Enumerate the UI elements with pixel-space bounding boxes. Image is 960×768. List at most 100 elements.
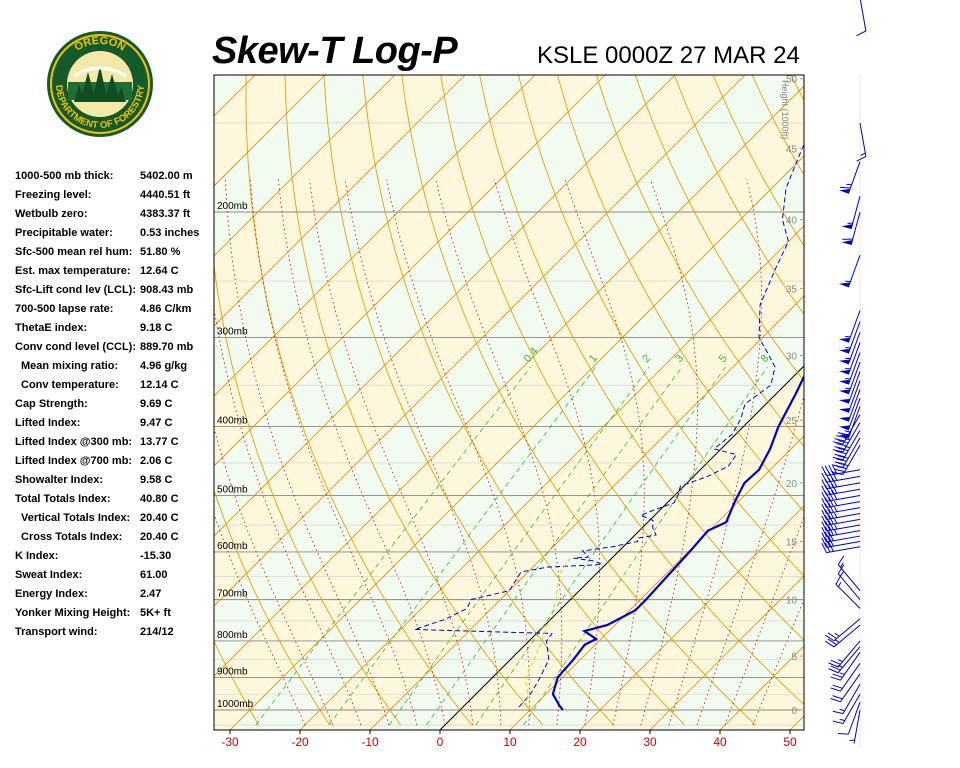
wind-barb-flag: [838, 389, 851, 395]
index-value: 5K+ ft: [140, 607, 171, 619]
dry-adiabat-line: [214, 488, 331, 726]
index-row: Lifted Index @300 mb: 13.77 C: [15, 434, 215, 453]
wind-barb: [837, 555, 861, 591]
wind-barb: [838, 380, 861, 413]
wind-barb-shaft: [850, 211, 861, 245]
index-value: 12.14 C: [140, 379, 179, 391]
wind-barb: [821, 541, 861, 554]
logo-text-top: OREGON: [73, 35, 128, 54]
dry-adiabat-line: [866, 0, 960, 725]
index-label: Conv temperature:: [21, 379, 119, 391]
dry-adiabat-line: [634, 75, 804, 382]
wind-barb-flag: [838, 416, 851, 422]
index-value: 40.80 C: [140, 493, 179, 505]
pressure-label: 1000mb: [217, 699, 254, 710]
isotherm-line: [860, 75, 960, 730]
moist-adiabat-line: [752, 598, 804, 726]
wind-barb-feather: [828, 514, 834, 525]
index-value: 9.58 C: [140, 474, 173, 486]
wind-barb-feather: [821, 504, 827, 514]
wind-barb-shaft: [847, 397, 861, 431]
mixing-ratio-line: [328, 366, 597, 726]
dry-adiabat-line: [939, 0, 960, 725]
wind-barb-flag: [838, 425, 851, 431]
wind-barb-feather: [836, 465, 847, 470]
wind-barb: [830, 673, 861, 703]
wind-barb: [830, 652, 861, 681]
index-row: Cap Strength: 9.69 C: [15, 396, 215, 415]
index-row: Wetbulb zero: 4383.37 ft: [15, 206, 215, 225]
wind-barb: [821, 531, 861, 543]
wind-barb-flag: [838, 359, 851, 365]
wind-barb: [835, 574, 861, 609]
wind-barb-feather: [821, 515, 827, 526]
wind-barb-feather: [839, 186, 851, 189]
wind-barb-half-feather: [844, 430, 851, 433]
wind-barb: [838, 332, 861, 365]
index-label: Transport wind:: [15, 626, 98, 638]
index-value: 4440.51 ft: [140, 189, 191, 201]
mixing-ratio-line: [388, 366, 650, 726]
index-row: Sweat Index: 61.00: [15, 567, 215, 586]
logo-tree-icon: [116, 86, 126, 102]
wind-barb-shaft: [826, 535, 861, 543]
wind-barb: [821, 483, 861, 496]
index-label: Freezing level:: [15, 189, 92, 201]
wind-barb-feather: [824, 537, 831, 547]
wind-barb-shaft: [847, 380, 861, 413]
wind-barb-feather: [836, 458, 847, 462]
wind-barb-half-feather: [834, 518, 838, 524]
index-label: Sfc-500 mean rel hum:: [15, 246, 133, 258]
index-value: 12.64 C: [140, 265, 179, 277]
moist-adiabat-line: [435, 179, 563, 726]
wind-barb-feather: [828, 662, 839, 668]
thermo-grid: [214, 0, 960, 730]
wind-barb-feather: [824, 531, 831, 542]
wind-barb-half-feather: [834, 529, 838, 535]
height-tick-label: 20: [786, 479, 798, 490]
wind-barb-feather: [824, 485, 831, 495]
index-label: Cap Strength:: [15, 398, 88, 410]
wind-barb-half-feather: [860, 152, 866, 156]
index-row: Vertical Totals Index: 20.40 C: [15, 510, 215, 529]
index-row: Showalter Index: 9.58 C: [15, 472, 215, 491]
isotherm-line: [214, 75, 326, 187]
logo-cloud: [73, 66, 127, 78]
wind-barb-shaft: [826, 513, 861, 520]
index-label: Conv cond level (CCL):: [15, 341, 137, 353]
wind-barb: [838, 362, 861, 395]
logo-tree-icon: [104, 74, 120, 102]
index-label: Wetbulb zero:: [15, 208, 88, 220]
wind-barb-half-feather: [834, 506, 838, 512]
index-value: 9.47 C: [140, 417, 173, 429]
index-value: 9.69 C: [140, 398, 173, 410]
height-tick-label: 5: [791, 652, 797, 663]
index-value: 214/12: [140, 626, 174, 638]
index-row: Energy Index: 2.47: [15, 586, 215, 605]
wind-barb: [821, 508, 861, 520]
wind-barb-feather: [821, 521, 827, 532]
wind-barb-feather: [824, 520, 831, 531]
wind-barb-feather: [828, 525, 834, 536]
index-row: Freezing level: 4440.51 ft: [15, 187, 215, 206]
pressure-label: 500mb: [217, 485, 248, 496]
index-value: 51.80 %: [140, 246, 181, 258]
x-tick-label: 20: [573, 735, 587, 749]
wind-barb-shaft: [840, 663, 861, 692]
index-label: 1000-500 mb thick:: [15, 170, 114, 182]
wind-barb-shaft: [847, 161, 861, 194]
wind-barb-feather: [824, 491, 831, 502]
indices-table: 1000-500 mb thick: 5402.00 m Freezing leve…: [15, 168, 215, 643]
pressure-label: 400mb: [217, 415, 248, 426]
wind-barb-flag: [841, 224, 853, 229]
wind-barb-feather: [832, 710, 844, 715]
index-label: Mean mixing ratio:: [21, 360, 119, 372]
index-label: Lifted Index:: [15, 417, 81, 429]
wind-barb-shaft: [837, 646, 861, 674]
wind-barb: [830, 663, 861, 692]
wind-barb-shaft: [847, 362, 861, 395]
wind-barb: [821, 502, 861, 515]
isotherm-line: [789, 715, 804, 730]
wind-barb-feather: [832, 441, 844, 445]
wind-barb-feather: [856, 156, 867, 162]
